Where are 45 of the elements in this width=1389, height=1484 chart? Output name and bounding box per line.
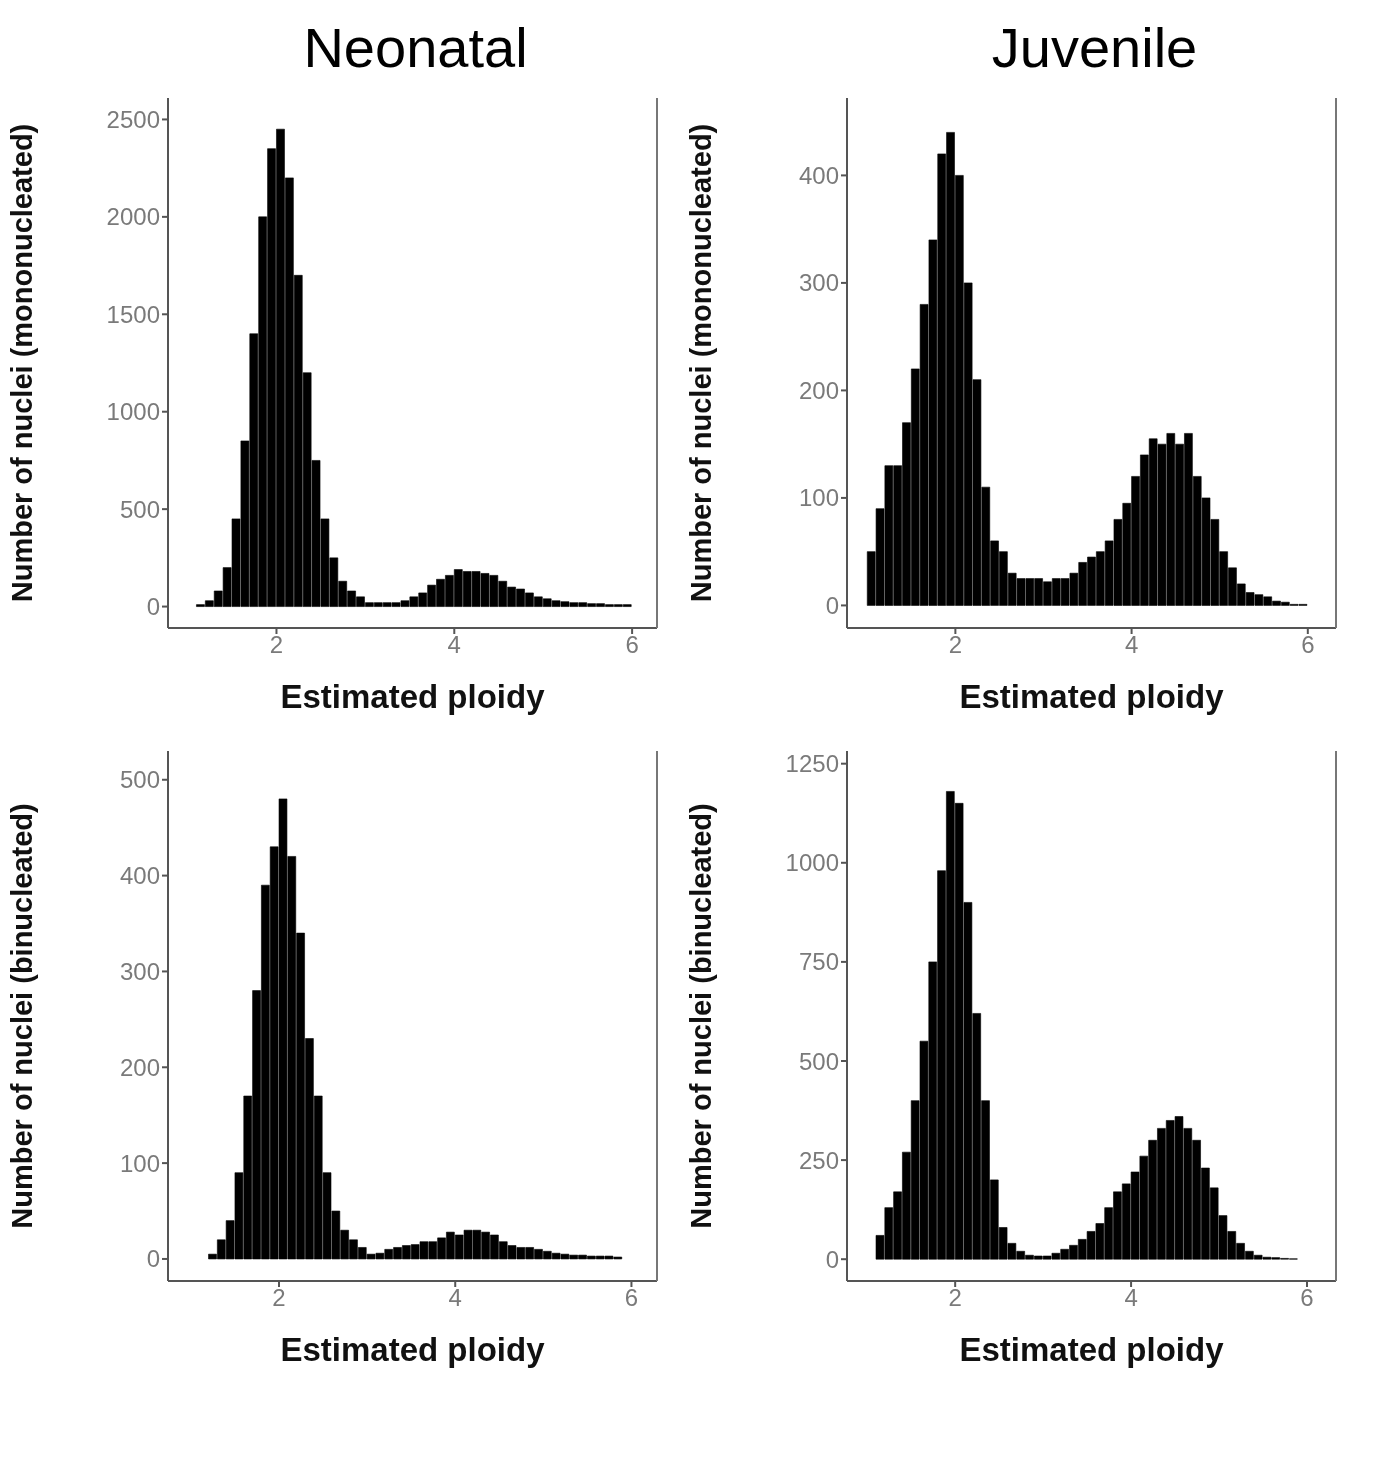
- y-axis-title: Number of nuclei (mononucleated): [685, 123, 718, 603]
- y-tick-label: 200: [798, 376, 839, 404]
- x-tick-label: 2: [269, 631, 284, 659]
- y-tick-label: 300: [119, 957, 160, 985]
- x-axis-title: Estimated ploidy: [959, 1331, 1225, 1368]
- y-tick-label: 0: [146, 593, 160, 621]
- chart-title: Neonatal: [302, 15, 529, 81]
- y-tick-label: 100: [119, 1149, 160, 1177]
- x-tick-label: 6: [625, 631, 639, 659]
- x-tick-label: 2: [948, 631, 963, 659]
- y-tick-label: 500: [119, 766, 160, 794]
- y-tick-label: 250: [798, 1146, 839, 1174]
- y-tick-label: 1000: [785, 849, 839, 877]
- y-tick-label: 400: [119, 862, 160, 890]
- y-tick-label: 0: [825, 1245, 839, 1273]
- y-tick-label: 2500: [106, 105, 160, 133]
- x-tick-label: 6: [1301, 631, 1315, 659]
- x-tick-label: 4: [1124, 631, 1139, 659]
- y-tick-label: 750: [798, 948, 839, 976]
- x-tick-label: 6: [624, 1284, 639, 1312]
- y-axis-title: Number of nuclei (binucleated): [685, 803, 718, 1229]
- y-tick-label: 1000: [106, 398, 160, 426]
- y-axis-title: Number of nuclei (binucleated): [6, 803, 39, 1229]
- x-tick-label: 2: [272, 1284, 286, 1312]
- y-tick-label: 2000: [106, 203, 160, 231]
- x-axis-title: Estimated ploidy: [280, 678, 546, 715]
- x-axis-title: Estimated ploidy: [959, 678, 1225, 715]
- y-tick-label: 0: [825, 591, 839, 619]
- y-axis-title: Number of nuclei (mononucleated): [6, 123, 39, 603]
- y-tick-label: 300: [798, 269, 839, 297]
- x-tick-label: 6: [1300, 1284, 1314, 1312]
- y-tick-label: 100: [798, 484, 839, 512]
- y-tick-label: 500: [798, 1047, 839, 1075]
- x-tick-label: 4: [447, 631, 461, 659]
- x-tick-label: 2: [948, 1284, 962, 1312]
- y-tick-label: 1250: [785, 750, 839, 778]
- y-tick-label: 500: [119, 495, 160, 523]
- x-axis-title: Estimated ploidy: [280, 1331, 546, 1368]
- y-tick-label: 0: [146, 1245, 160, 1273]
- y-tick-label: 400: [798, 161, 839, 189]
- chart-title: Juvenile: [990, 15, 1199, 81]
- y-tick-label: 200: [119, 1053, 160, 1081]
- y-tick-label: 1500: [106, 300, 160, 328]
- x-tick-label: 4: [1124, 1284, 1138, 1312]
- x-tick-label: 4: [448, 1284, 462, 1312]
